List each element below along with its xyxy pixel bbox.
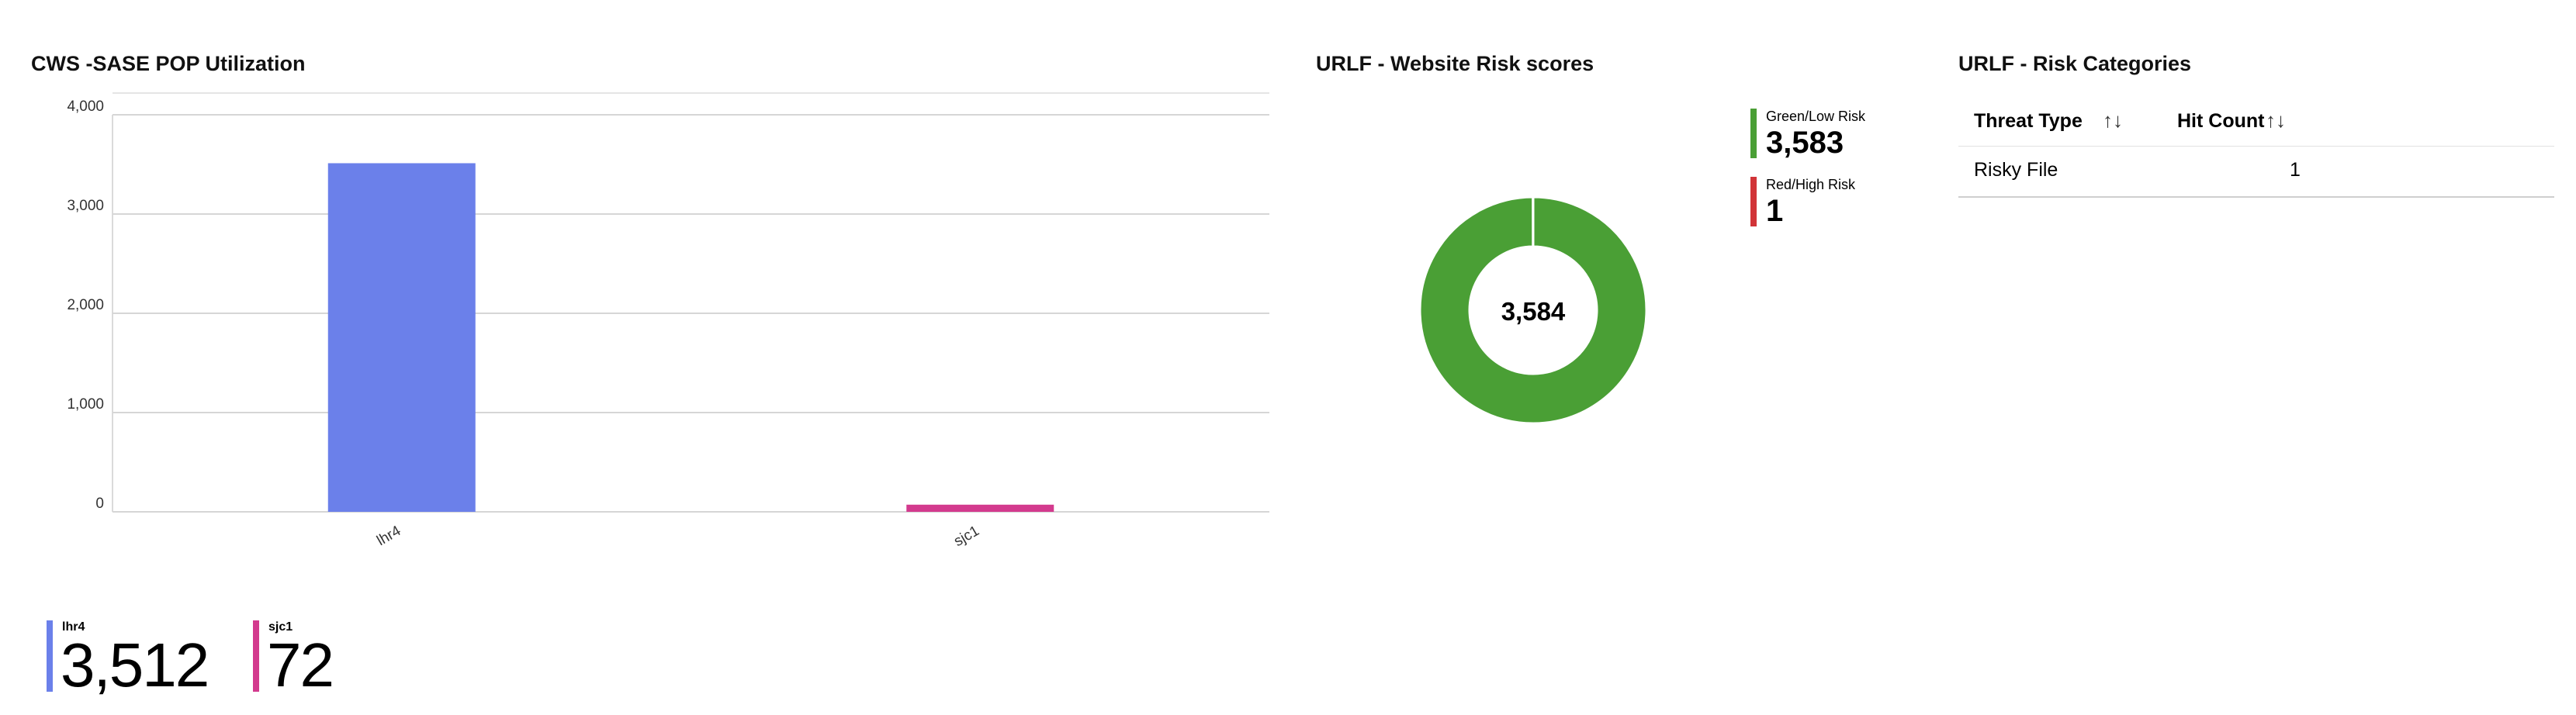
risk-donut-chart: 3,584 xyxy=(1418,195,1648,425)
y-tick-label: 4,000 xyxy=(67,98,104,115)
donut-slice-low-risk[interactable] xyxy=(1418,195,1648,425)
bar-lhr4[interactable] xyxy=(327,163,476,513)
categories-panel-title: URLF - Risk Categories xyxy=(1958,52,2192,75)
cell-threat-type: Risky File xyxy=(1974,159,2058,181)
table-header-row: Threat Type ↑↓ Hit Count ↑↓ xyxy=(1958,93,2554,147)
legend-color-swatch xyxy=(47,620,53,692)
legend-item-value: 1 xyxy=(1766,194,1784,228)
table-row[interactable]: Risky File 1 xyxy=(1958,147,2554,198)
legend-item-name: Red/High Risk xyxy=(1766,177,1856,192)
cell-hit-count: 1 xyxy=(2290,159,2301,181)
legend-color-swatch xyxy=(253,620,259,692)
donut-center-label: 3,584 xyxy=(1501,297,1566,326)
legend-tile-value: 72 xyxy=(267,630,334,699)
y-tick-label: 3,000 xyxy=(67,198,104,214)
column-header-hit-count[interactable]: Hit Count xyxy=(2177,110,2265,132)
legend-tile-name: lhr4 xyxy=(62,620,85,634)
legend-tile-value: 3,512 xyxy=(61,630,209,699)
pop-bar-chart: 0 1,000 2,000 3,000 4,000 lhr4 sjc1 xyxy=(67,92,1269,550)
legend-color-swatch xyxy=(1750,109,1757,158)
legend-item-value: 3,583 xyxy=(1766,126,1844,160)
sort-icon[interactable]: ↑↓ xyxy=(2266,109,2286,132)
pop-panel-title: CWS -SASE POP Utilization xyxy=(31,52,306,75)
risk-panel-title: URLF - Website Risk scores xyxy=(1316,52,1594,75)
risk-categories-table: Threat Type ↑↓ Hit Count ↑↓ Risky File 1 xyxy=(1958,93,2554,198)
x-tick-label: lhr4 xyxy=(374,523,403,549)
bar-sjc1[interactable] xyxy=(906,504,1054,512)
legend-color-swatch xyxy=(1750,177,1757,226)
legend-item-name: Green/Low Risk xyxy=(1766,109,1866,124)
y-tick-label: 2,000 xyxy=(67,297,104,313)
column-header-threat-type[interactable]: Threat Type xyxy=(1974,110,2083,132)
legend-tile-name: sjc1 xyxy=(268,620,293,634)
x-tick-label: sjc1 xyxy=(951,523,982,550)
y-tick-label: 0 xyxy=(95,496,104,512)
y-tick-label: 1,000 xyxy=(67,396,104,413)
sort-icon[interactable]: ↑↓ xyxy=(2103,109,2123,132)
